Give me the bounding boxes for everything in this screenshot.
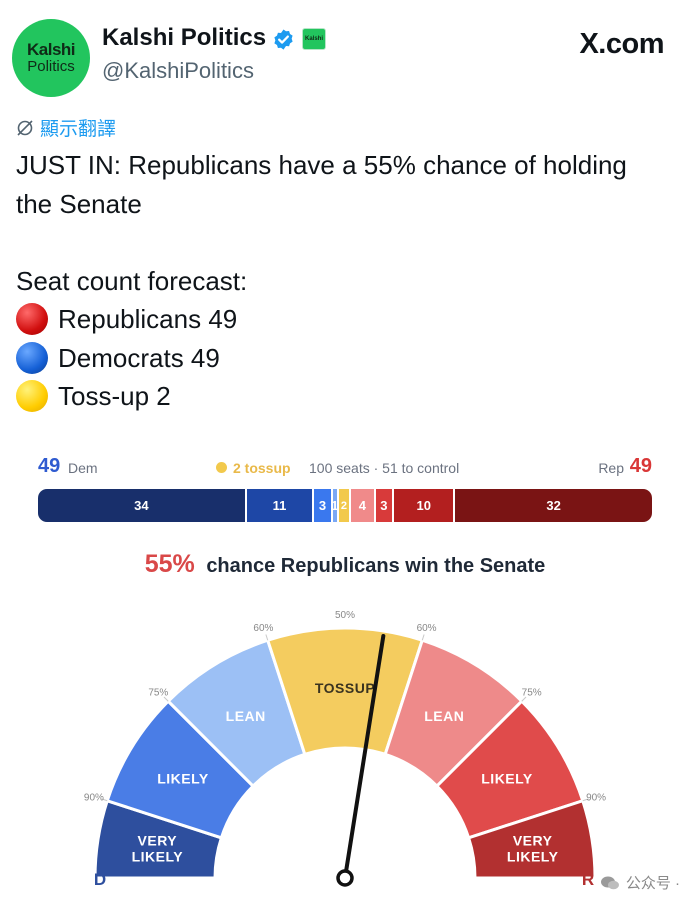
chance-text: chance Republicans win the Senate: [206, 555, 546, 577]
seats-control-label: 100 seats · 51 to control: [309, 460, 460, 476]
gauge-segment: [466, 798, 597, 880]
seat-bar-label: 1: [331, 498, 339, 513]
seat-bar-label: 4: [358, 498, 366, 513]
handle[interactable]: @KalshiPolitics: [102, 58, 254, 83]
seat-forecast-header: 49 Dem 2 tossup 100 seats · 51 to contro…: [38, 455, 652, 481]
gauge-segment-label: VERY LIKELY: [132, 832, 184, 864]
tweet-text: JUST IN: Republicans have a 55% chance o…: [16, 146, 676, 416]
tweet-line-2: the Senate: [16, 188, 142, 219]
seat-bar-label: 3: [318, 498, 327, 513]
gauge-segment-label: LEAN: [424, 708, 464, 724]
forecast-heading: Seat count forecast:: [16, 265, 248, 296]
site-logo: X.com: [579, 28, 664, 60]
avatar[interactable]: Kalshi Politics: [12, 19, 90, 97]
rep-seat-count: 49: [629, 455, 652, 477]
rep-label: Rep: [598, 460, 624, 476]
watermark: 公众号 ·: [600, 872, 680, 893]
show-translation-link[interactable]: 顯示翻譯: [16, 114, 116, 141]
forecast-item-democrats: Democrats 49: [16, 339, 676, 378]
gauge-side-r: R: [582, 870, 594, 889]
gauge-tick-label: 75%: [148, 687, 168, 698]
tweet-blank-line: [16, 223, 676, 262]
forecast-item-text: Republicans 49: [58, 304, 238, 334]
gauge-segment-label: LIKELY: [157, 771, 209, 787]
red-circle-icon: [16, 303, 48, 336]
tweet-line-1: JUST IN: Republicans have a 55% chance o…: [16, 150, 627, 180]
gauge-tick-mark: [265, 634, 269, 641]
gauge-tick-label: 75%: [522, 687, 542, 698]
tossup-dot-icon: [216, 462, 227, 473]
gauge-tick-mark: [521, 696, 527, 702]
forecast-item-tossup: Toss-up 2: [16, 377, 676, 416]
seat-bar-segment: 11: [246, 489, 315, 522]
gauge-needle: [343, 634, 386, 880]
chance-percent: 55%: [144, 550, 195, 578]
dem-seat-count: 49: [38, 455, 61, 477]
gauge-tick-label: 90%: [84, 792, 104, 803]
display-name[interactable]: Kalshi Politics: [102, 24, 267, 51]
gauge-tick-label: 90%: [586, 792, 606, 803]
seat-bar-label: 11: [272, 498, 287, 513]
gauge-tick-label: 50%: [335, 610, 355, 621]
seat-bar-segment: 2: [338, 489, 352, 522]
forecast-item-text: Toss-up 2: [58, 381, 171, 411]
seat-bar-segment: 32: [455, 489, 652, 522]
gauge-segment-label: LEAN: [226, 708, 266, 724]
chance-headline: 55% chance Republicans win the Senate: [0, 550, 690, 579]
gauge-side-d: D: [94, 870, 106, 889]
blue-circle-icon: [16, 341, 48, 374]
forecast-item-republicans: Republicans 49: [16, 300, 676, 339]
probability-gauge: VERY LIKELY LIKELY LEAN TOSSUP LEAN LIKELY VERY…: [84, 610, 606, 889]
avatar-line2: Politics: [27, 58, 75, 76]
seat-bar-label: 2: [340, 499, 347, 512]
watermark-text: 公众号 ·: [625, 875, 680, 892]
gauge-needle-hub: [336, 869, 354, 887]
globe-slash-icon: [17, 119, 33, 136]
seat-bar-segment: 34: [38, 489, 247, 522]
gauge-tick-label: 60%: [253, 623, 273, 634]
gauge-segment-label: LIKELY: [481, 771, 533, 787]
seat-bar-label: 10: [416, 498, 431, 513]
gauge-tick-mark: [163, 696, 169, 702]
gauge-tick-label: 60%: [417, 623, 437, 634]
seat-forecast-bar: 34 11 3 1 2 4 3 10 32: [38, 489, 652, 522]
gauge-tick-mark: [582, 798, 589, 802]
wechat-icon: [600, 876, 619, 889]
show-translation-label: 顯示翻譯: [40, 119, 117, 140]
seat-bar-segment: 10: [394, 489, 456, 522]
dem-label: Dem: [68, 460, 98, 476]
seat-bar-segment: 3: [314, 489, 333, 522]
gauge-segment-label: VERY LIKELY: [507, 832, 559, 864]
avatar-line1: Kalshi: [26, 40, 76, 60]
gauge-tick-mark: [421, 634, 425, 641]
forecast-item-text: Democrats 49: [58, 342, 220, 373]
gauge-segment-label: TOSSUP: [315, 680, 375, 696]
seat-bar-segment: 4: [351, 489, 376, 522]
seat-bar-segment: 3: [375, 489, 395, 522]
seat-bar-label: 32: [546, 498, 561, 513]
affiliate-badge[interactable]: Kalshi: [302, 28, 326, 50]
seat-bar-label: 3: [380, 498, 388, 513]
gauge-tick-mark: [101, 798, 108, 802]
tossup-label: 2 tossup: [233, 460, 291, 476]
yellow-circle-icon: [16, 380, 48, 413]
seat-bar-segment: 1: [331, 489, 339, 522]
seat-bar-label: 34: [134, 498, 149, 513]
verified-badge-icon: [274, 29, 293, 50]
